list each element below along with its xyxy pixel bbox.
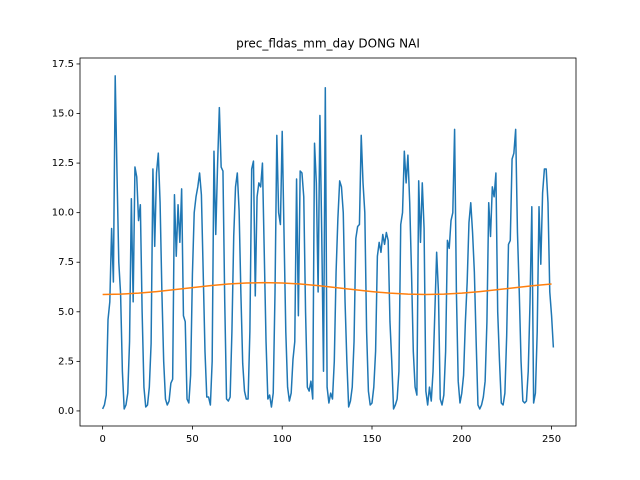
y-tick-label: 12.5	[52, 158, 74, 169]
y-tick-label: 5.0	[58, 307, 74, 318]
series-line	[102, 281, 552, 296]
plot-frame	[79, 57, 577, 427]
y-tick-label: 15.0	[52, 109, 74, 120]
y-tick-label: 2.5	[58, 356, 74, 367]
x-tick-label: 200	[452, 434, 471, 445]
y-tick-label: 17.5	[52, 59, 74, 70]
x-tick-label: 150	[362, 434, 381, 445]
x-tick-label: 100	[273, 434, 292, 445]
x-tick-label: 0	[99, 434, 105, 445]
x-tick-label: 250	[542, 434, 561, 445]
series-line	[101, 75, 555, 410]
y-tick-label: 0.0	[58, 406, 74, 417]
y-tick-label: 10.0	[52, 208, 74, 219]
y-tick-label: 7.5	[58, 257, 74, 268]
chart-title: prec_fldas_mm_day DONG NAI	[236, 37, 420, 51]
x-tick-label: 50	[186, 434, 199, 445]
